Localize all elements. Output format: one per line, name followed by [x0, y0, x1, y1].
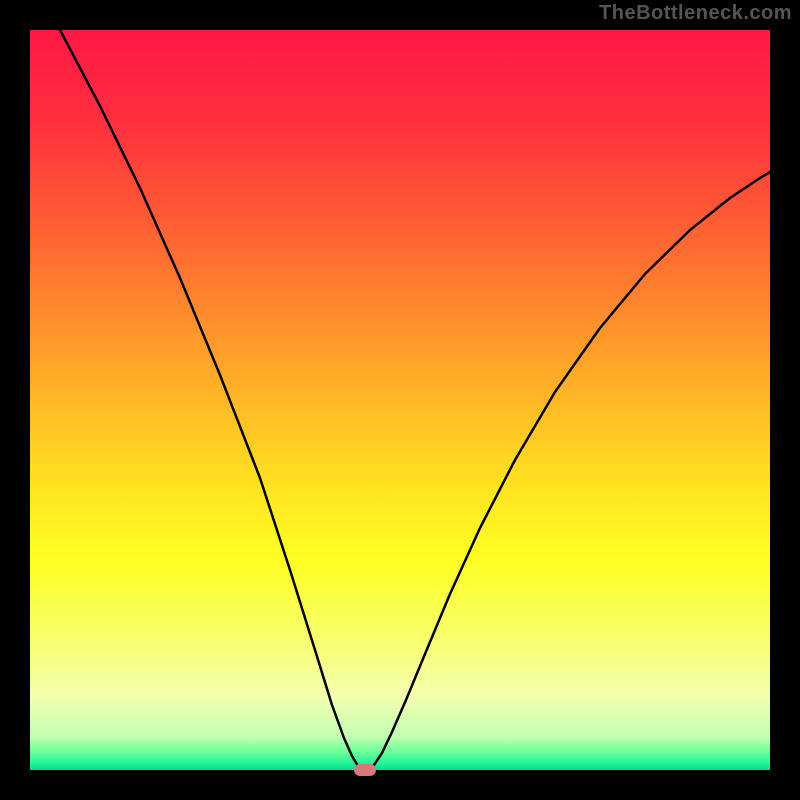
plot-svg [30, 30, 770, 770]
chart-container: TheBottleneck.com [0, 0, 800, 800]
gradient-background [30, 30, 770, 770]
plot-area [30, 30, 770, 770]
optimal-marker [354, 764, 376, 776]
watermark-text: TheBottleneck.com [599, 2, 792, 25]
